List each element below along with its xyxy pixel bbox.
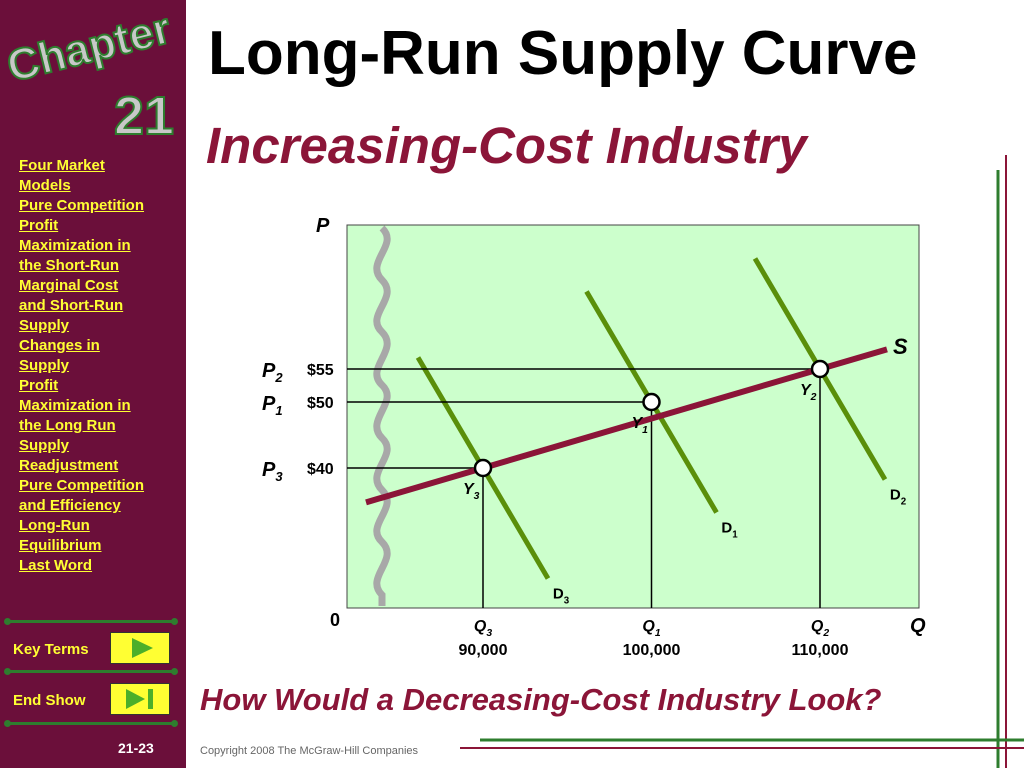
equilibrium-label: Y2 [800,382,817,403]
demand-label-subscript: 3 [564,596,570,607]
supply-curve [365,346,888,506]
toc-link[interactable]: Last Word [19,557,93,574]
price-label-base: P [262,360,276,382]
sidebar-divider [4,720,178,727]
demand-label: D3 [553,586,570,607]
toc-link[interactable]: Changes in [19,337,100,354]
equilibrium-point [473,458,493,478]
key-terms-button[interactable] [110,632,170,664]
toc-link[interactable]: Profit [19,217,59,234]
y-axis-label: P [316,215,330,237]
quantity-label-base: Q [642,618,655,635]
plot-area [346,224,920,609]
quantity-label-base: Q [811,618,824,635]
price-label: P1 [262,393,283,418]
slide-number: 21-23 [118,740,154,756]
quantity-label-subscript: 3 [486,628,492,639]
price-label-subscript: 2 [274,370,283,385]
demand-label: D2 [890,487,907,508]
toc-link[interactable]: Supply [19,317,70,334]
chapter-badge: Chapter 21 [4,3,176,147]
toc-link[interactable]: Marginal Cost [19,277,119,294]
x-axis-label: Q [910,615,926,637]
toc-link[interactable]: the Short-Run [19,257,119,274]
quantity-label-subscript: 2 [822,628,829,639]
question-text: How Would a Decreasing-Cost Industry Loo… [200,682,882,717]
equilibrium-label: Y3 [463,481,480,502]
equilibrium-label-subscript: 2 [810,392,817,403]
equilibrium-label-base: Y [632,415,644,432]
end-icon [126,689,153,709]
quantity-tick-label: 110,000 [792,642,849,659]
toc-link[interactable]: Profit [19,377,59,394]
price-tick-label: $50 [307,395,334,412]
toc-link[interactable]: Equilibrium [19,537,102,554]
toc-link[interactable]: and Efficiency [19,497,121,514]
toc-link[interactable]: Supply [19,357,70,374]
origin-label: 0 [330,610,340,630]
decorative-frame [460,155,1024,768]
equilibrium-label-base: Y [463,481,475,498]
quantity-label: Q1 [642,618,660,639]
toc-link[interactable]: Four Market [19,157,105,174]
price-label: P2 [262,360,283,385]
price-label-base: P [262,459,276,481]
price-label-subscript: 3 [275,469,283,484]
toc-link[interactable]: Readjustment [19,457,119,474]
price-tick-label: $40 [307,461,334,478]
axis-break [373,225,391,606]
sidebar-divider [4,668,178,675]
quantity-tick-label: 100,000 [623,642,681,659]
quantity-label-base: Q [474,618,487,635]
equilibrium-point [642,392,661,412]
toc-link[interactable]: and Short-Run [19,297,124,314]
equilibrium-label-subscript: 3 [474,491,480,502]
toc-link[interactable]: Models [19,177,71,194]
quantity-label: Q3 [474,618,492,639]
sidebar-divider [4,618,178,625]
end-show-label: End Show [13,692,86,709]
price-label-base: P [262,393,276,415]
toc-link[interactable]: Maximization in [19,397,131,414]
equilibrium-label: Y1 [632,415,649,436]
equilibrium-label-subscript: 1 [642,425,648,436]
demand-label-base: D [890,487,901,504]
quantity-tick-label: 90,000 [459,642,508,659]
demand-label: D1 [721,520,738,541]
toc-nav: Four Market Models Pure Competition Profit M… [19,156,184,576]
toc-link[interactable]: Supply [19,437,70,454]
play-icon [132,638,153,658]
quantity-label: Q2 [811,618,829,639]
supply-label: S [893,334,908,359]
demand-label-base: D [553,586,564,603]
toc-link[interactable]: Pure Competition [19,197,145,214]
chapter-number: 21 [114,86,174,146]
equilibrium-point [810,359,830,379]
equilibrium-label-base: Y [800,382,812,399]
key-terms-label: Key Terms [13,641,89,658]
price-label: P3 [262,459,283,484]
toc-link[interactable]: Long-Run [19,517,90,534]
toc-link[interactable]: the Long Run [19,417,116,434]
demand-label-base: D [721,520,732,537]
quantity-label-subscript: 1 [655,628,661,639]
sidebar: Chapter 21 Four Market Models Pure Competi… [0,0,186,768]
end-show-button[interactable] [110,683,170,715]
copyright-text: Copyright 2008 The McGraw-Hill Companies [200,745,419,757]
price-tick-label: $55 [307,362,334,379]
toc-link[interactable]: Pure Competition [19,477,145,494]
price-label-subscript: 1 [275,403,282,418]
slide-title: Long-Run Supply Curve [208,19,918,88]
toc-link[interactable]: Maximization in [19,237,131,254]
demand-label-subscript: 1 [732,530,738,541]
demand-label-subscript: 2 [901,497,907,508]
slide-subtitle: Increasing-Cost Industry [206,117,807,174]
